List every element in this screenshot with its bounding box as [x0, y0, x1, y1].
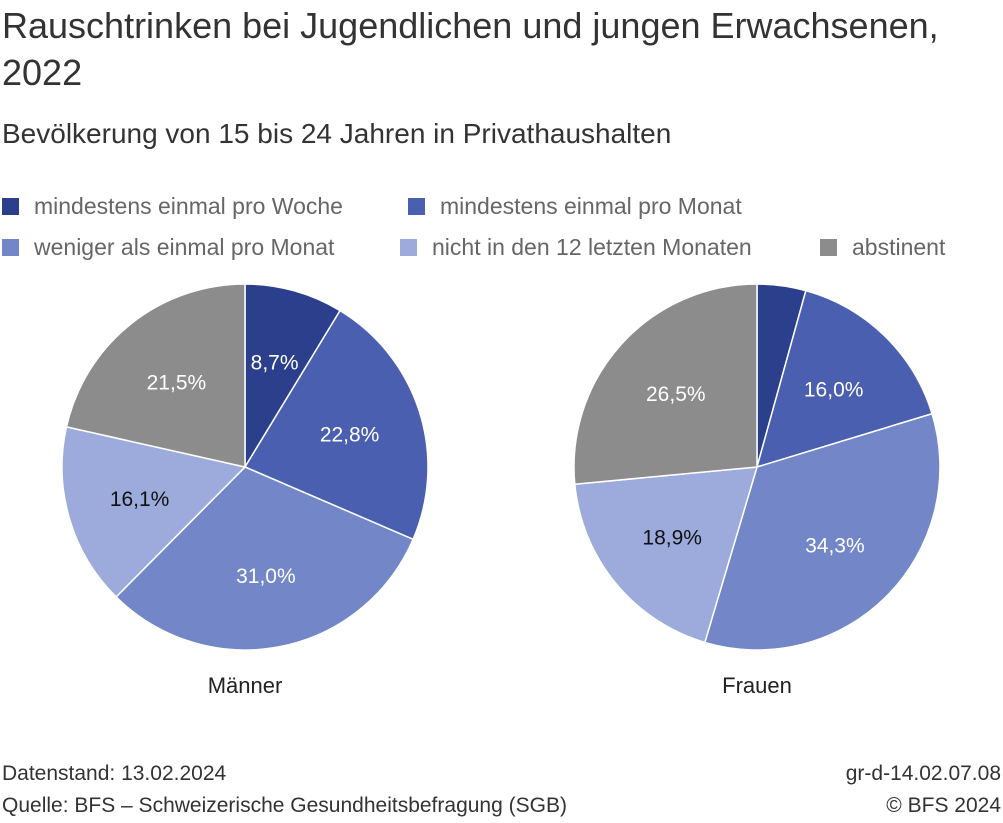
legend-label: nicht in den 12 letzten Monaten [432, 234, 752, 260]
pie-data-label: 16,0% [804, 378, 864, 401]
pie-slice [115, 466, 415, 651]
pie-slice [65, 283, 246, 468]
pie-data-label: 16,1% [110, 488, 170, 511]
legend-item-weekly: mindestens einmal pro Woche [2, 193, 343, 220]
legend-label: weniger als einmal pro Monat [34, 234, 335, 260]
pie-slice [755, 289, 934, 469]
pie-slice [573, 466, 759, 644]
legend-label: abstinent [852, 234, 946, 260]
pie-slice [573, 283, 758, 486]
legend-swatch [820, 239, 837, 256]
pie-slice [61, 425, 247, 598]
pie-data-label: 8,7% [251, 351, 299, 374]
legend-swatch [408, 198, 425, 215]
legend-item-less-than-monthly: weniger als einmal pro Monat [2, 234, 334, 261]
pie-slice [703, 412, 941, 651]
chart-title: Rauschtrinken bei Jugendlichen und junge… [2, 5, 939, 93]
pie-series-label: Frauen [722, 673, 792, 698]
pie-maenner: 8,7% 22,8% 31,0% 16,1% 21,5% Männer [61, 283, 429, 698]
pie-slice [243, 309, 429, 541]
legend-item-monthly: mindestens einmal pro Monat [408, 193, 742, 220]
footer-source: Quelle: BFS – Schweizerische Gesundheits… [2, 794, 567, 817]
legend-item-abstinent: abstinent [820, 234, 945, 261]
pie-data-label: 31,0% [236, 565, 296, 588]
pie-data-label: 34,3% [805, 534, 865, 557]
legend-swatch [2, 198, 19, 215]
pie-frauen: 16,0% 34,3% 18,9% 26,5% Frauen [573, 283, 941, 698]
pie-charts: 8,7% 22,8% 31,0% 16,1% 21,5% Männer 16,0% 34,3%… [61, 283, 941, 698]
pie-slice [244, 283, 342, 470]
pie-data-label: 18,9% [642, 527, 702, 550]
legend-swatch [400, 239, 417, 256]
legend-item-not-last-12-months: nicht in den 12 letzten Monaten [400, 234, 752, 261]
pie-series-label: Männer [208, 673, 283, 698]
footer-copyright: © BFS 2024 [886, 794, 1001, 817]
chart-subtitle: Bevölkerung von 15 bis 24 Jahren in Priv… [2, 118, 672, 149]
pie-data-label: 22,8% [320, 424, 380, 447]
pie-data-label: 21,5% [147, 371, 207, 394]
legend-swatch [2, 239, 19, 256]
pie-data-label: 26,5% [646, 383, 706, 406]
legend-label: mindestens einmal pro Monat [440, 193, 742, 219]
footer-code: gr-d-14.02.07.08 [845, 762, 1001, 785]
legend-label: mindestens einmal pro Woche [34, 193, 343, 219]
footer-date: Datenstand: 13.02.2024 [2, 762, 227, 785]
